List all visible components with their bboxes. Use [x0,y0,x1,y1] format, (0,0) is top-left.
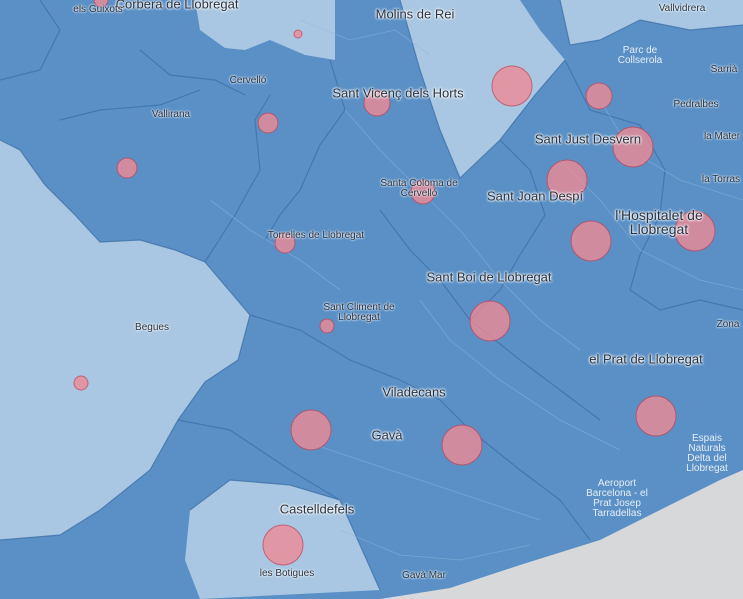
marker-santa-coloma[interactable] [410,179,436,205]
label-guixots: els Guixots [73,4,123,15]
marker-molins-nord[interactable] [491,65,533,107]
marker-sant-vicenc[interactable] [363,89,391,117]
label-sarria: Sarrià [710,64,738,75]
label-sant-climent: Sant Climent de Llobregat [323,302,395,323]
label-la-mater: la Mater [703,131,741,142]
marker-hospitalet-b[interactable] [674,210,716,252]
marker-corbera[interactable] [93,0,109,8]
marker-castelldefels[interactable] [262,524,304,566]
label-castelldefels: Castelldefels [279,501,355,517]
label-corbera: Corbera de Llobregat [115,0,239,12]
label-santa-coloma: Santa Coloma de Cervelló [380,178,458,199]
label-gava: Gavà [371,427,403,443]
marker-sant-just-nord[interactable] [585,82,613,110]
marker-sant-boi[interactable] [469,300,511,342]
label-sant-joan: Sant Joan Despí [486,188,584,204]
label-pedralbes: Pedralbes [673,99,719,110]
marker-molins-small[interactable] [293,29,303,39]
area-collserola-north [560,0,743,45]
label-botigues: les Botigues [259,568,315,579]
label-espais: Espais Naturals Delta del Llobregat [686,433,728,474]
area-llobregat-valley [400,0,565,178]
marker-sant-climent[interactable] [319,318,335,334]
label-sant-just: Sant Just Desvern [534,131,642,147]
markers [73,0,716,566]
label-cervello: Cervelló [229,75,267,86]
sea [380,470,743,599]
label-viladecans: Viladecans [382,384,446,400]
label-zona: Zona [716,319,740,330]
label-aeroport: Aeroport Barcelona - el Prat Josep Tarra… [586,478,648,519]
label-sant-vicenc: Sant Vicenç dels Horts [332,85,464,101]
marker-gava[interactable] [441,424,483,466]
area-molins-north [195,0,335,60]
roads [209,19,743,561]
label-parc: Parc de Collserola [617,45,663,66]
label-torrelles: Torrelles de Llobregat [267,230,365,241]
marker-torrelles[interactable] [274,232,296,254]
label-vallirana: Vallirana [151,109,191,120]
label-molins: Molins de Rei [375,6,455,22]
marker-cervello[interactable] [257,112,279,134]
marker-sant-joan[interactable] [546,159,588,201]
marker-el-prat[interactable] [635,395,677,437]
marker-sant-just[interactable] [612,126,654,168]
marker-begues[interactable] [73,375,89,391]
label-sant-boi: Sant Boi de Llobregat [426,269,552,285]
label-la-torras: la Torras [701,174,741,185]
marker-vallirana[interactable] [116,157,138,179]
marker-hospitalet-a[interactable] [570,220,612,262]
marker-viladecans[interactable] [290,409,332,451]
label-gava-mar: Gavà Mar [402,570,446,581]
label-begues: Begues [135,322,169,333]
label-el-prat: el Prat de Llobregat [589,351,703,367]
area-begues-west [0,140,250,540]
label-vallvidrera: Vallvidrera [658,3,706,14]
label-hospitalet: l'Hospitalet de Llobregat [615,207,703,237]
